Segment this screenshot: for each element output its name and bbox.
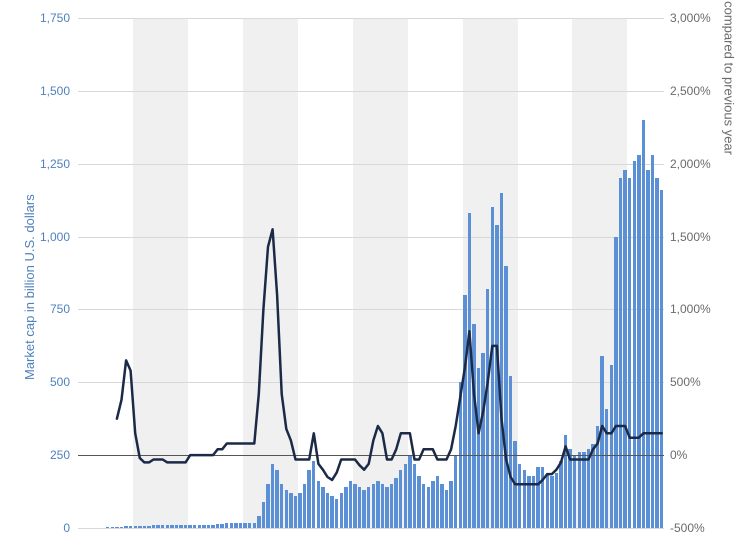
y-right-tick: 1,500% — [670, 230, 711, 244]
chart-container: Market cap in billion U.S. dollars Perce… — [0, 0, 754, 560]
y-left-axis-title: Market cap in billion U.S. dollars — [22, 194, 37, 380]
y-left-tick: 1,500 — [0, 84, 70, 98]
gridline — [78, 528, 664, 529]
y-right-tick: -500% — [670, 521, 705, 535]
y-right-tick: 500% — [670, 375, 701, 389]
y-right-tick: 2,000% — [670, 157, 711, 171]
y-right-tick: 1,000% — [670, 302, 711, 316]
y-right-tick: 0% — [670, 448, 687, 462]
y-left-tick: 1,750 — [0, 11, 70, 25]
y-left-tick: 500 — [0, 375, 70, 389]
line-series — [78, 18, 664, 528]
y-left-tick: 1,250 — [0, 157, 70, 171]
y-left-tick: 0 — [0, 521, 70, 535]
y-left-tick: 250 — [0, 448, 70, 462]
y-right-axis-title: Percentage change compared to previous y… — [721, 0, 736, 155]
y-left-tick: 1,000 — [0, 230, 70, 244]
y-left-tick: 750 — [0, 302, 70, 316]
plot-area — [78, 18, 664, 528]
y-right-tick: 3,000% — [670, 11, 711, 25]
y-right-tick: 2,500% — [670, 84, 711, 98]
